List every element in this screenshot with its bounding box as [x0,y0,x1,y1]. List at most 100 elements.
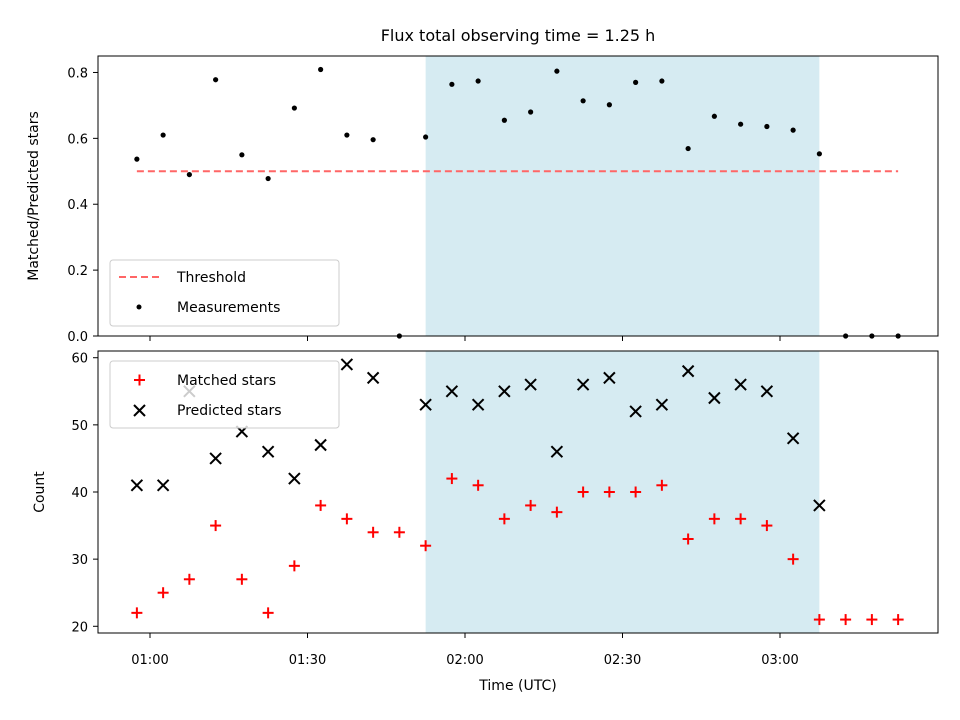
matched-star-point [787,553,799,565]
matched-star-point [813,614,825,626]
matched-star-point [236,573,248,585]
predicted-star-point [734,378,747,391]
matched-star-point [682,533,694,545]
predicted-star-point [760,385,774,398]
measurement-point [501,117,507,123]
predicted-star-point [314,438,327,452]
chart-title: Flux total observing time = 1.25 h [381,26,656,45]
top-y-axis-label: Matched/Predicted stars [26,111,42,281]
predicted-star-point [156,479,170,492]
measurement-point [213,77,219,83]
measurement-point [633,79,639,85]
matched-star-point [866,614,878,626]
top-y-tick-label: 0.6 [67,132,88,147]
bottom-y-tick-label: 60 [71,352,88,367]
matched-star-point [210,520,222,532]
measurement-point [318,66,324,73]
matched-star-point [262,607,274,619]
matched-star-point [735,513,747,525]
bottom-legend-box [109,360,340,429]
measurement-point [160,132,166,138]
matched-star-point [525,499,537,511]
measurement-point [685,145,691,152]
matched-star-point [840,614,852,626]
predicted-star-point [603,371,616,385]
top-legend: Threshold Measurements [109,259,340,327]
bottom-highlight-span [425,351,820,633]
legend-measurements-swatch [136,304,142,310]
top-legend-box [109,259,340,327]
measurement-point [816,151,822,157]
matched-star-point [577,486,589,498]
predicted-star-point [813,499,826,512]
matched-star-point [131,607,143,619]
top-y-tick-label: 0.8 [67,66,88,81]
predicted-star-point [288,472,301,485]
predicted-star-point [130,479,144,492]
bottom-x-ticks: 01:00 01:30 02:00 02:30 03:00 [131,633,799,668]
legend-measurements-label: Measurements [177,300,280,316]
matched-star-point [341,513,353,525]
measurement-point [554,68,560,74]
predicted-star-point [419,398,432,411]
predicted-star-point [261,445,275,458]
predicted-star-point [366,371,380,385]
matched-star-point [708,513,720,525]
predicted-star-point [340,358,354,371]
measurement-point [186,171,192,178]
predicted-star-point [445,385,459,398]
predicted-star-point [786,432,800,445]
top-panel: 0.00.20.40.60.8 Matched/Predicted stars … [26,55,939,345]
measurement-point [528,109,534,115]
matched-star-point [551,506,563,518]
matched-star-point [630,486,642,498]
bottom-y-tick-label: 50 [71,419,88,434]
measurement-point [265,175,271,182]
bottom-legend: Matched stars Predicted stars [109,360,340,429]
measurement-point [580,98,586,104]
matched-star-point [761,520,773,532]
measurement-point [659,78,665,84]
measurement-point [738,121,744,127]
measurement-point [790,127,796,133]
top-y-tick-label: 0.4 [67,198,88,213]
top-plot-marks [134,66,901,339]
x-axis-label: Time (UTC) [478,678,556,694]
measurement-point [606,102,612,108]
predicted-star-point [524,378,537,391]
measurement-point [711,113,717,119]
matched-star-point [498,513,510,525]
x-tick-label: 01:00 [131,653,168,668]
matched-star-point [393,526,405,538]
top-y-tick-label: 0.0 [67,330,88,345]
bottom-y-tick-label: 20 [71,620,88,635]
bottom-y-tick-label: 40 [71,486,88,501]
top-y-tick-label: 0.2 [67,264,88,279]
x-tick-label: 01:30 [289,653,326,668]
matched-star-point [892,614,904,626]
predicted-star-point [471,398,485,411]
measurement-point [764,123,770,130]
measurement-point [239,152,245,158]
predicted-star-point [629,405,642,418]
predicted-star-point [708,391,721,405]
bottom-y-tick-label: 30 [71,553,88,568]
predicted-star-point [209,452,222,465]
x-tick-label: 02:00 [446,653,483,668]
matched-star-point [472,479,484,491]
predicted-star-point [655,398,669,411]
matched-star-point [183,573,195,585]
bottom-plot-marks [130,358,904,626]
predicted-star-point [576,378,590,391]
legend-threshold-label: Threshold [176,270,246,286]
top-axes-frame [97,55,939,337]
predicted-star-point [550,445,564,458]
matched-star-point [603,486,615,498]
bottom-panel: 20 30 40 50 60 01:00 01:30 02:00 02:30 03:00 Cou… [32,350,939,694]
measurement-point [423,134,429,140]
matched-star-point [656,479,668,491]
x-tick-label: 03:00 [761,653,798,668]
predicted-star-point [681,364,695,378]
top-x-ticks [149,336,781,341]
